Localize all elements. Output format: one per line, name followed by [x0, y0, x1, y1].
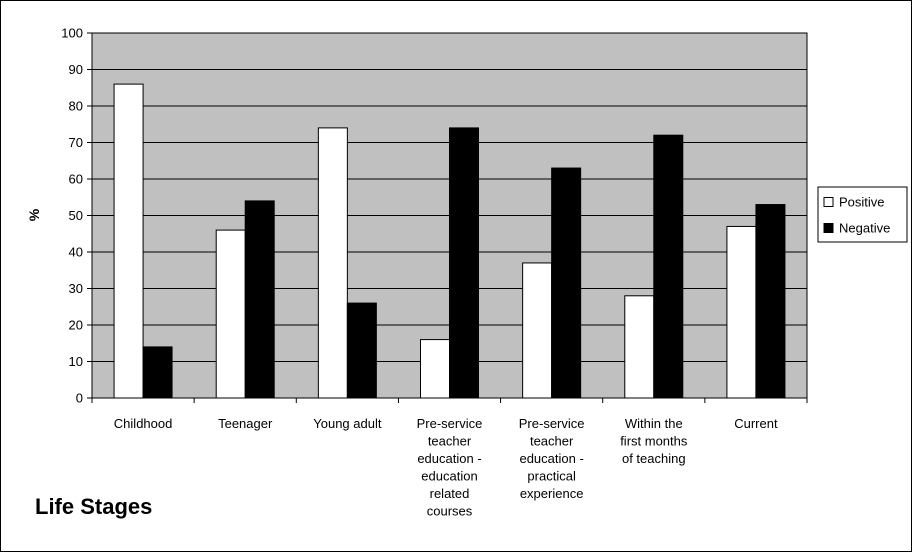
legend-swatch-positive [823, 197, 834, 207]
bar-positive-0 [113, 83, 144, 399]
x-category-label: Childhood [114, 416, 173, 431]
legend-label-negative: Negative [839, 221, 890, 236]
y-tick-label: 100 [61, 26, 83, 41]
y-tick-label: 70 [69, 135, 83, 150]
y-tick-label: 80 [69, 99, 83, 114]
x-category-label: Teenager [218, 416, 273, 431]
y-tick-label: 20 [69, 318, 83, 333]
bar-positive-6 [726, 225, 757, 399]
y-tick-label: 60 [69, 172, 83, 187]
x-category-label: Within the first months of teaching [620, 416, 688, 466]
y-tick-label: 50 [69, 208, 83, 223]
bar-negative-0 [142, 346, 173, 399]
bar-positive-2 [317, 127, 348, 399]
bar-negative-5 [653, 134, 684, 399]
bar-negative-4 [551, 167, 582, 399]
bar-negative-2 [346, 302, 377, 399]
x-category-label: Young adult [313, 416, 382, 431]
x-category-label: Current [734, 416, 778, 431]
bar-positive-1 [215, 229, 246, 399]
y-axis-label: % [26, 208, 42, 221]
y-tick-label: 10 [69, 354, 83, 369]
legend-swatch-negative [823, 223, 834, 233]
bar-negative-3 [449, 127, 479, 399]
legend-label-positive: Positive [839, 195, 885, 210]
bar-positive-3 [420, 339, 450, 399]
y-tick-label: 90 [69, 62, 83, 77]
bar-negative-1 [244, 200, 275, 399]
bar-positive-4 [522, 262, 553, 399]
legend-box [817, 186, 908, 243]
x-axis-title: Life Stages [35, 494, 152, 519]
x-category-label: Pre-service teacher education -practical ex… [519, 416, 585, 501]
bar-negative-6 [755, 204, 786, 399]
bar-positive-5 [624, 295, 655, 399]
x-category-label: Pre-service teacher education -education re… [417, 416, 483, 519]
y-tick-label: 40 [69, 245, 83, 260]
y-tick-label: 0 [76, 391, 83, 406]
y-tick-label: 30 [69, 281, 83, 296]
